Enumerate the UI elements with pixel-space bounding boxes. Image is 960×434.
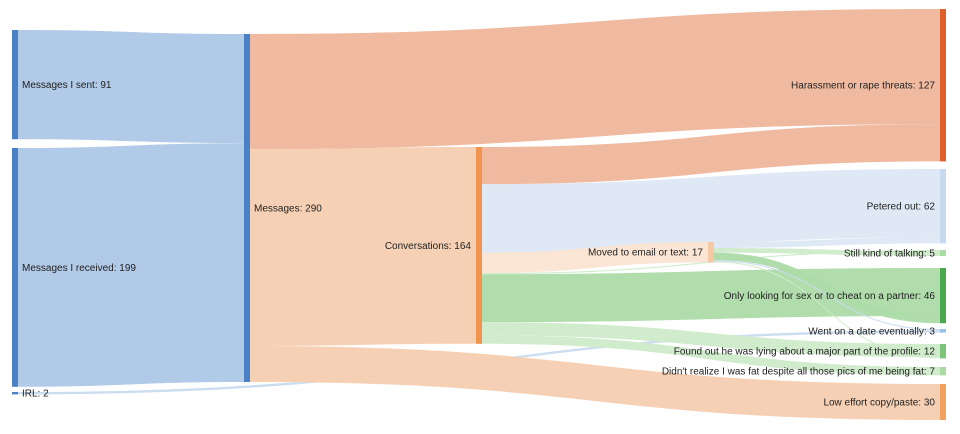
label-conversations: Conversations: 164 [385,241,472,252]
node-received [12,148,18,387]
link-conversations-fat [482,335,940,376]
link-messages-loweffort [250,346,940,420]
node-sex [940,268,946,324]
label-sex: Only looking for sex or to cheat on a pa… [724,291,936,302]
node-date [940,329,946,333]
sankey-nodes [12,9,946,420]
label-petered: Petered out: 62 [867,202,936,213]
label-loweffort: Low effort copy/paste: 30 [823,398,935,409]
link-conversations-harassment [482,124,940,185]
label-lying: Found out he was lying about a major par… [674,347,936,358]
label-fat: Didn't realize I was fat despite all tho… [662,367,936,378]
link-moved-still [714,248,940,256]
link-moved-date [714,260,940,331]
node-conversations [476,147,482,344]
label-harassment: Harassment or rape threats: 127 [791,81,935,92]
link-received-messages [18,143,244,387]
label-messages: Messages: 290 [254,204,322,215]
link-moved-sex [714,252,940,324]
node-fat [940,367,946,376]
sankey-labels: Messages I sent: 91 Messages I received: … [22,80,935,408]
node-irl [12,392,18,395]
link-messages-harassment [250,9,940,150]
label-date: Went on a date eventually: 3 [808,326,935,337]
link-sent-messages [18,30,244,144]
link-conversations-moved [482,242,708,273]
link-conversations-lying [482,322,940,358]
label-sent: Messages I sent: 91 [22,80,112,91]
node-petered [940,169,946,244]
link-moved-petered [714,237,940,248]
link-messages-conversations [250,147,476,346]
node-loweffort [940,384,946,420]
label-still: Still kind of talking: 5 [844,249,936,260]
label-irl: IRL: 2 [22,389,49,400]
node-sent [12,30,18,140]
node-lying [940,344,946,359]
node-moved [708,242,714,263]
node-messages [244,34,250,382]
label-moved: Moved to email or text: 17 [588,248,703,259]
link-moved-lying [714,261,940,359]
node-harassment [940,9,946,162]
link-conversations-petered [482,169,940,253]
node-still [940,250,946,256]
label-received: Messages I received: 199 [22,263,136,274]
